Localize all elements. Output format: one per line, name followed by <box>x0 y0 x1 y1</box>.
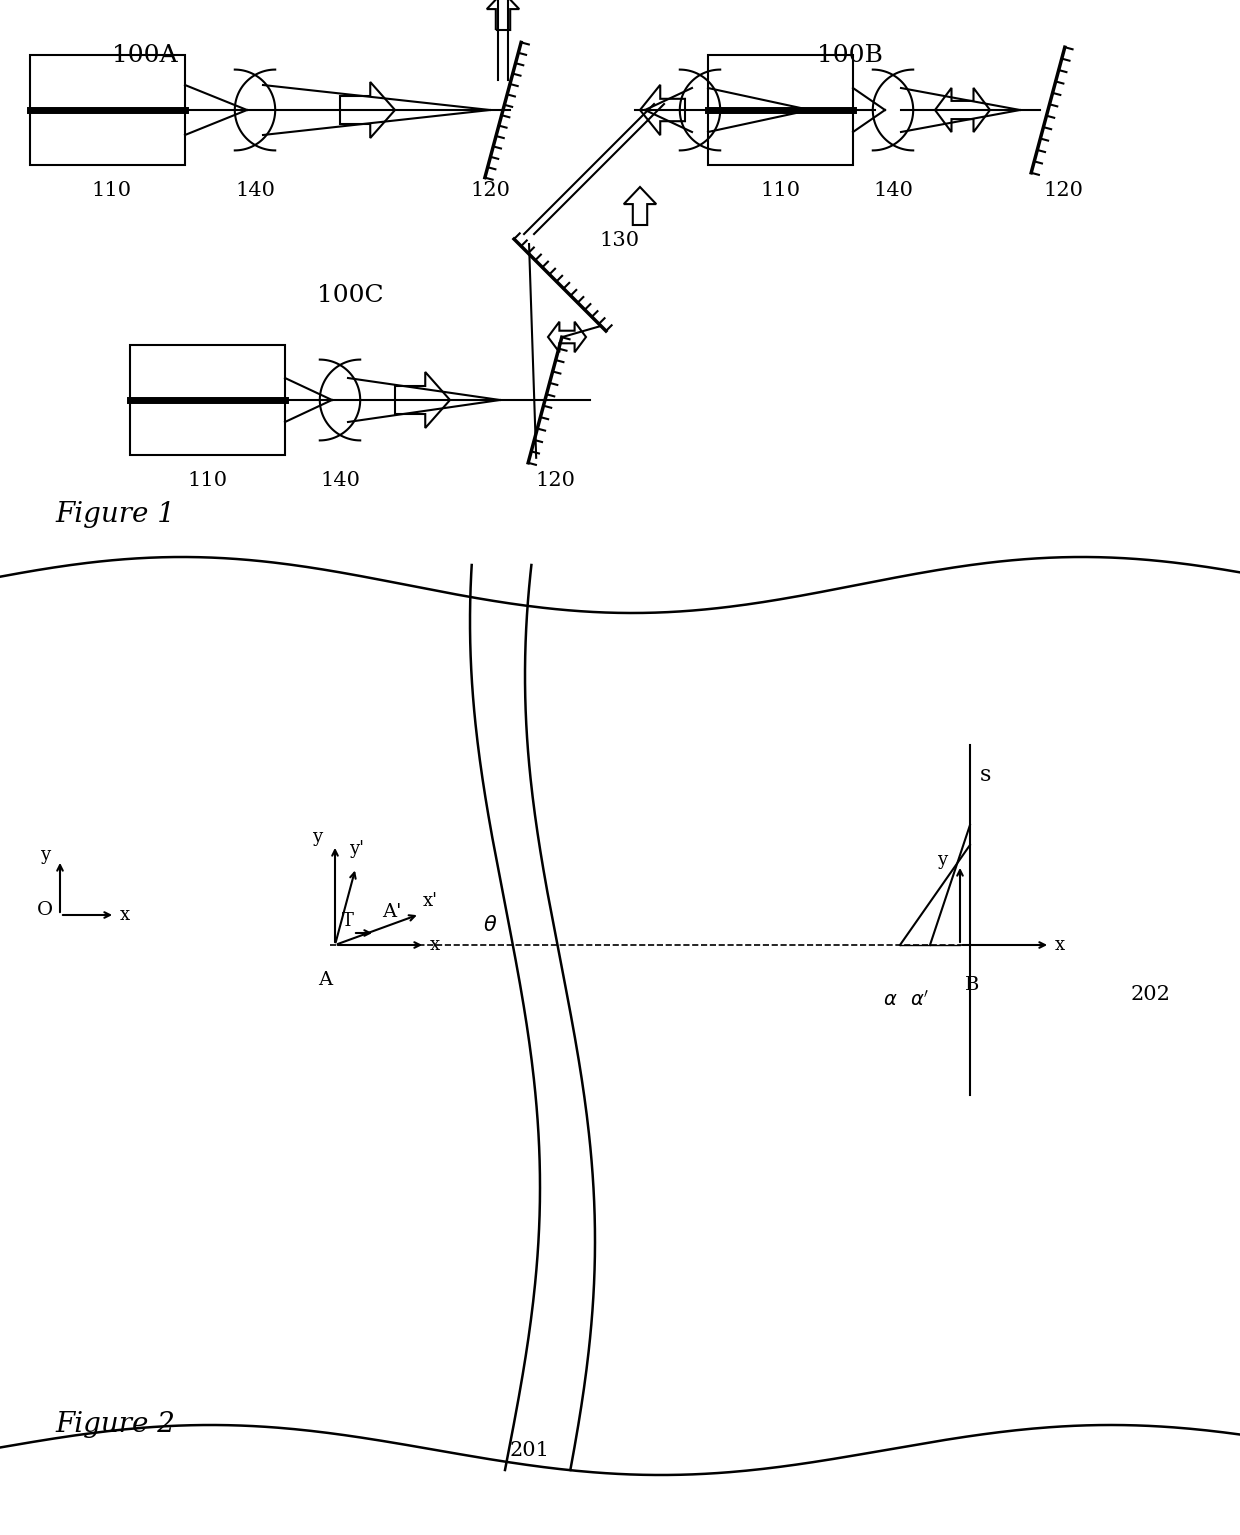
Text: 140: 140 <box>873 181 913 200</box>
Text: A': A' <box>382 903 402 921</box>
Text: T: T <box>342 912 353 930</box>
Text: B: B <box>965 976 980 995</box>
Text: Figure 2: Figure 2 <box>55 1412 175 1438</box>
Text: 100A: 100A <box>112 43 177 66</box>
Text: x: x <box>120 906 130 924</box>
Text: 110: 110 <box>760 181 801 200</box>
Text: y': y' <box>348 840 363 858</box>
Text: $\alpha$: $\alpha$ <box>883 992 898 1008</box>
Text: 120: 120 <box>470 181 510 200</box>
Text: 201: 201 <box>510 1440 551 1460</box>
Text: x: x <box>1055 936 1065 953</box>
Bar <box>30 55 185 164</box>
Text: 110: 110 <box>92 181 133 200</box>
Text: y: y <box>40 846 50 864</box>
Text: x': x' <box>423 892 438 910</box>
Text: 140: 140 <box>320 471 360 490</box>
Text: 130: 130 <box>600 230 640 250</box>
Text: 110: 110 <box>187 471 228 490</box>
Text: y: y <box>937 850 947 869</box>
Text: 140: 140 <box>236 181 275 200</box>
Text: x: x <box>430 936 440 953</box>
Text: $\theta$: $\theta$ <box>482 915 497 935</box>
Text: $\alpha'$: $\alpha'$ <box>910 990 930 1010</box>
Bar <box>130 345 285 454</box>
Text: y: y <box>312 827 322 846</box>
Text: s: s <box>980 764 991 786</box>
Text: O: O <box>37 901 53 919</box>
Text: 100C: 100C <box>316 284 383 307</box>
Bar <box>708 55 853 164</box>
Text: 100B: 100B <box>817 43 883 66</box>
Text: Figure 1: Figure 1 <box>55 502 175 528</box>
Text: 120: 120 <box>534 471 575 490</box>
Text: A: A <box>317 972 332 989</box>
Text: 120: 120 <box>1043 181 1083 200</box>
Text: 202: 202 <box>1130 985 1169 1004</box>
